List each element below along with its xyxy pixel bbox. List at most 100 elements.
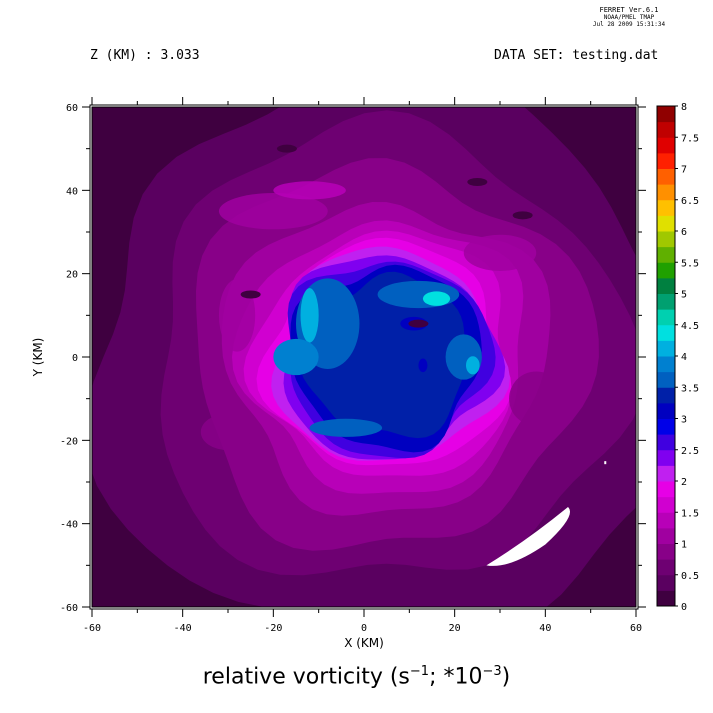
colorbar-label: 3 <box>681 415 687 426</box>
colorbar-swatch <box>657 277 675 294</box>
colorbar-label: 0.5 <box>681 571 699 582</box>
vorticity-blob <box>309 418 383 437</box>
y-tick-label: 0 <box>72 353 78 364</box>
y-tick-label: 20 <box>66 270 78 281</box>
outer-patch <box>218 279 256 352</box>
outer-patch <box>509 371 564 426</box>
colorbar-swatch <box>657 199 675 216</box>
outer-patch <box>463 234 537 271</box>
caption-exp2: −3 <box>482 664 502 679</box>
colorbar-swatch <box>657 231 675 248</box>
colorbar-swatch <box>657 262 675 279</box>
colorbar-label: 7.5 <box>681 133 699 144</box>
vorticity-blob <box>300 288 319 343</box>
ferret-lab: NOAA/PMEL TMAP <box>603 14 655 21</box>
missing-region <box>486 507 571 566</box>
dataset-label: DATA SET: testing.dat <box>494 48 659 63</box>
y-axis-label: Y (KM) <box>31 338 45 378</box>
colorbar-label: 2.5 <box>681 446 699 457</box>
colorbar-label: 1 <box>681 540 687 551</box>
x-tick-label: 60 <box>630 623 642 634</box>
colorbar-swatch <box>657 481 675 498</box>
x-axis-label: X (KM) <box>344 636 384 650</box>
vorticity-blob <box>422 291 451 306</box>
colorbar-swatch <box>657 574 675 591</box>
x-tick-label: 40 <box>539 623 551 634</box>
colorbar-swatch <box>657 512 675 529</box>
caption-end: ) <box>501 664 511 690</box>
outer-patch <box>273 181 346 200</box>
colorbar-label: 7 <box>681 165 687 176</box>
colorbar-swatch <box>657 168 675 185</box>
colorbar-label: 0 <box>681 602 687 613</box>
colorbar-swatch <box>657 137 675 154</box>
plot-axes: -60 -40 -20 0 20 40 60 -60 -40 -20 0 20 40 60 X (KM) Y … <box>31 97 646 650</box>
colorbar-swatch <box>657 356 675 373</box>
colorbar-swatch <box>657 559 675 576</box>
colorbar-label: 3.5 <box>681 383 699 394</box>
z-level-label: Z (KM) : 3.033 <box>90 48 200 63</box>
colorbar-label: 2 <box>681 477 687 488</box>
colorbar: 0 0.5 1 1.5 2 2.5 3 3.5 4 4.5 5 5.5 6 6.5 7 7.5 8 <box>656 102 699 613</box>
vorticity-blob <box>273 338 319 376</box>
colorbar-label: 6.5 <box>681 196 699 207</box>
x-tick-label: -20 <box>264 623 282 634</box>
colorbar-swatch <box>657 449 675 466</box>
colorbar-swatch <box>657 246 675 263</box>
ferret-version: FERRET Ver.6.1 <box>599 6 659 14</box>
x-tick-label: 20 <box>449 623 461 634</box>
colorbar-swatch <box>657 402 675 419</box>
low-speck <box>467 178 488 186</box>
low-speck <box>240 290 261 299</box>
colorbar-swatch <box>657 590 675 607</box>
x-tick-label: -60 <box>83 623 101 634</box>
colorbar-swatch <box>657 387 675 404</box>
colorbar-swatch <box>657 434 675 451</box>
y-tick-label: 60 <box>66 103 78 114</box>
colorbar-swatch <box>657 543 675 560</box>
colorbar-swatch <box>657 215 675 232</box>
y-tick-label: -20 <box>60 436 78 447</box>
colorbar-swatch <box>657 371 675 388</box>
outer-patch <box>200 413 256 451</box>
y-tick-label: -40 <box>60 520 78 531</box>
colorbar-swatch <box>657 184 675 201</box>
low-speck <box>512 211 533 220</box>
low-speck <box>408 319 429 328</box>
colorbar-swatch <box>657 293 675 310</box>
colorbar-swatch <box>657 465 675 482</box>
colorbar-swatch <box>657 340 675 357</box>
caption-main: relative vorticity (s <box>202 664 410 690</box>
colorbar-label: 5 <box>681 290 687 301</box>
x-tick-label: -40 <box>174 623 192 634</box>
colorbar-label: 1.5 <box>681 508 699 519</box>
ferret-date: Jul 28 2009 15:31:34 <box>592 21 666 28</box>
colorbar-label: 8 <box>681 102 687 113</box>
colorbar-label: 4.5 <box>681 321 699 332</box>
x-tick-label: 0 <box>361 623 367 634</box>
colorbar-swatch <box>657 121 675 138</box>
y-tick-label: 40 <box>66 186 78 197</box>
colorbar-swatch <box>657 324 675 341</box>
colorbar-label: 5.5 <box>681 258 699 269</box>
contour-field <box>92 107 636 607</box>
caption-exp1: −1 <box>409 664 430 679</box>
outer-patch <box>218 193 328 230</box>
y-tick-label: -60 <box>60 603 78 614</box>
colorbar-label: 4 <box>681 352 687 363</box>
vorticity-blob <box>466 356 480 375</box>
missing-speck <box>604 461 607 465</box>
colorbar-label: 6 <box>681 227 687 238</box>
colorbar-swatch <box>657 309 675 326</box>
vorticity-blob <box>418 358 428 373</box>
colorbar-swatch <box>657 527 675 544</box>
plot-caption: relative vorticity (s−1; *10−3) <box>0 664 713 689</box>
colorbar-swatch <box>657 106 675 123</box>
caption-mid: ; *10 <box>429 664 483 690</box>
colorbar-swatch <box>657 152 675 169</box>
plot-frame <box>91 106 637 608</box>
low-speck <box>276 144 297 153</box>
colorbar-swatch <box>657 418 675 435</box>
colorbar-swatch <box>657 496 675 513</box>
